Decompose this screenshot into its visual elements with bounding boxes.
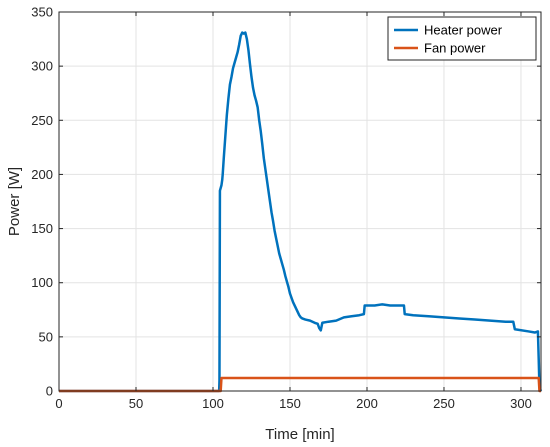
x-tick-label: 200 xyxy=(356,396,378,411)
y-axis-ticks: 0 50 100 150 200 250 300 350 xyxy=(31,5,541,399)
x-tick-label: 300 xyxy=(510,396,532,411)
legend-label-fan-power: Fan power xyxy=(424,41,486,56)
y-tick-label: 100 xyxy=(31,275,53,290)
plot-frame xyxy=(58,11,542,392)
legend-label-heater-power: Heater power xyxy=(424,23,503,38)
legend: Heater power Fan power xyxy=(387,16,537,61)
y-tick-label: 200 xyxy=(31,167,53,182)
x-tick-label: 50 xyxy=(129,396,143,411)
x-tick-label: 150 xyxy=(279,396,301,411)
y-tick-label: 50 xyxy=(39,329,53,344)
x-tick-label: 250 xyxy=(433,396,455,411)
y-tick-label: 150 xyxy=(31,221,53,236)
x-axis-label: Time [min] xyxy=(265,426,334,443)
y-tick-label: 0 xyxy=(46,384,53,399)
legend-box xyxy=(387,16,537,61)
y-tick-label: 350 xyxy=(31,5,53,20)
x-tick-label: 100 xyxy=(202,396,224,411)
x-axis-ticks: 0 50 100 150 200 250 300 xyxy=(55,12,532,411)
plot-area xyxy=(59,12,541,391)
series-line-heater-power xyxy=(59,31,543,393)
y-tick-label: 300 xyxy=(31,59,53,74)
x-tick-label: 0 xyxy=(55,396,62,411)
y-tick-label: 250 xyxy=(31,113,53,128)
y-axis-label: Power [W] xyxy=(6,167,23,236)
